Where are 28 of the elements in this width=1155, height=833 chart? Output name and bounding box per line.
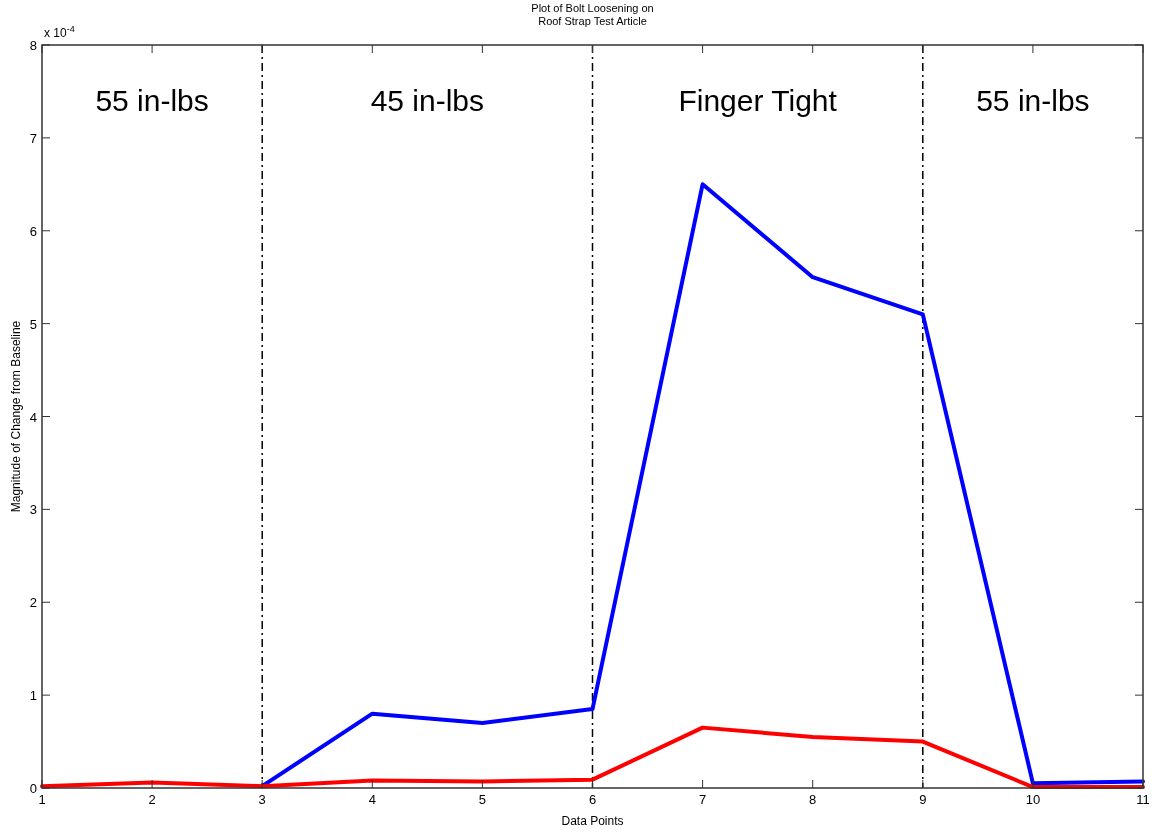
x-tick-label: 3 — [258, 792, 266, 807]
x-tick-label: 4 — [368, 792, 376, 807]
annotation: 55 in-lbs — [95, 84, 209, 117]
x-axis-title: Data Points — [561, 814, 624, 828]
x-tick-label: 9 — [919, 792, 927, 807]
y-tick-label: 6 — [29, 223, 37, 239]
x-tick-label: 7 — [698, 792, 707, 807]
y-tick-label: 0 — [29, 781, 37, 796]
line-series — [40, 725, 1145, 790]
y-tick-label: 2 — [29, 595, 37, 611]
annotation: 55 in-lbs — [976, 84, 1090, 117]
y-tick-label: 3 — [29, 502, 37, 518]
annotation: Finger Tight — [678, 84, 838, 117]
annotation: 45 in-lbs — [370, 84, 485, 117]
text: x 10$^{-4}$ — [44, 24, 75, 40]
y-tick-label: 4 — [29, 409, 37, 425]
x-tick-label: 6 — [588, 792, 597, 807]
y-axis-title: Magnitude of Change from Baseline — [9, 320, 23, 513]
chart-title: Plot of Bolt Loosening on Roof Strap Test Article — [531, 2, 654, 27]
y-tick-label: 5 — [29, 316, 37, 332]
y-tick-label: 7 — [29, 130, 37, 146]
x-tick-label: 11 — [1136, 792, 1150, 807]
y-tick-label: 8 — [29, 38, 37, 53]
x-tick-label: 10 — [1025, 792, 1041, 807]
x-tick-label: 2 — [148, 792, 156, 807]
x-tick-label: 5 — [478, 792, 487, 807]
y-tick-label: 1 — [29, 688, 37, 704]
x-tick-label: 8 — [809, 792, 817, 807]
